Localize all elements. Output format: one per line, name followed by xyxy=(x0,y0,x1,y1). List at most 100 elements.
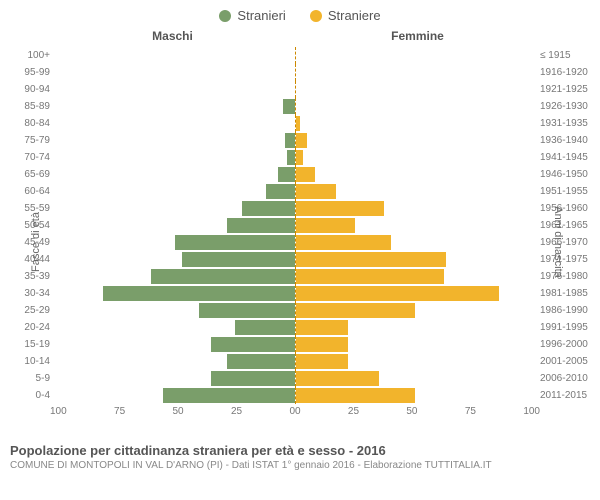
age-label: 45-49 xyxy=(0,237,55,248)
age-label: 30-34 xyxy=(0,288,55,299)
header-male: Maschi xyxy=(0,29,295,43)
age-label: 85-89 xyxy=(0,101,55,112)
bar-male xyxy=(283,99,295,114)
male-half xyxy=(55,370,296,387)
bar-male xyxy=(163,388,295,403)
pyramid-row: 0-42011-2015 xyxy=(0,387,600,404)
birth-label: 1946-1950 xyxy=(535,169,600,180)
female-half xyxy=(296,319,536,336)
birth-label: 1941-1945 xyxy=(535,152,600,163)
age-label: 95-99 xyxy=(0,67,55,78)
male-half xyxy=(55,234,296,251)
x-tick: 100 xyxy=(50,406,67,417)
male-half xyxy=(55,47,296,64)
pyramid-row: 75-791936-1940 xyxy=(0,132,600,149)
female-half xyxy=(296,98,536,115)
male-half xyxy=(55,336,296,353)
female-half xyxy=(296,353,536,370)
female-half xyxy=(296,234,536,251)
bar-female xyxy=(296,269,444,284)
male-half xyxy=(55,217,296,234)
female-half xyxy=(296,302,536,319)
male-half xyxy=(55,149,296,166)
age-label: 65-69 xyxy=(0,169,55,180)
bar-male xyxy=(227,218,294,233)
age-label: 55-59 xyxy=(0,203,55,214)
male-half xyxy=(55,268,296,285)
birth-label: 1981-1985 xyxy=(535,288,600,299)
y-axis-right-label: Anni di nascita xyxy=(552,206,564,278)
header-female: Femmine xyxy=(295,29,600,43)
female-half xyxy=(296,370,536,387)
age-label: 60-64 xyxy=(0,186,55,197)
swatch-female xyxy=(310,10,322,22)
bar-female xyxy=(296,388,416,403)
pyramid-row: 45-49 1966-1970 xyxy=(0,234,600,251)
male-half xyxy=(55,319,296,336)
male-half xyxy=(55,353,296,370)
footer: Popolazione per cittadinanza straniera p… xyxy=(0,437,600,471)
x-tick: 75 xyxy=(114,406,125,417)
age-label: 70-74 xyxy=(0,152,55,163)
pyramid-row: 80-841931-1935 xyxy=(0,115,600,132)
bar-male xyxy=(278,167,295,182)
bar-male xyxy=(235,320,295,335)
age-label: 35-39 xyxy=(0,271,55,282)
bar-male xyxy=(266,184,295,199)
age-label: 90-94 xyxy=(0,84,55,95)
legend-female-label: Straniere xyxy=(328,8,381,23)
chart-title: Popolazione per cittadinanza straniera p… xyxy=(10,443,590,458)
pyramid-row: 60-641951-1955 xyxy=(0,183,600,200)
chart-subtitle: COMUNE DI MONTOPOLI IN VAL D'ARNO (PI) -… xyxy=(10,460,590,471)
pyramid-row: 65-69 1946-1950 xyxy=(0,166,600,183)
swatch-male xyxy=(219,10,231,22)
female-half xyxy=(296,285,536,302)
female-half xyxy=(296,166,536,183)
pyramid-row: 20-241991-1995 xyxy=(0,319,600,336)
birth-label: 1926-1930 xyxy=(535,101,600,112)
female-half xyxy=(296,64,536,81)
age-label: 80-84 xyxy=(0,118,55,129)
bar-female xyxy=(296,320,349,335)
x-tick: 25 xyxy=(348,406,359,417)
x-tick: 75 xyxy=(465,406,476,417)
column-headers: Maschi Femmine xyxy=(0,29,600,43)
female-half xyxy=(296,251,536,268)
bar-female xyxy=(296,218,356,233)
bar-male xyxy=(199,303,295,318)
pyramid-row: 25-291986-1990 xyxy=(0,302,600,319)
x-tick: 50 xyxy=(173,406,184,417)
male-half xyxy=(55,115,296,132)
male-half xyxy=(55,132,296,149)
x-axis: 1007550250 0255075100 xyxy=(0,406,600,417)
age-label: 50-54 xyxy=(0,220,55,231)
bar-female xyxy=(296,303,416,318)
bar-male xyxy=(285,133,295,148)
female-half xyxy=(296,387,536,404)
female-half xyxy=(296,81,536,98)
male-half xyxy=(55,81,296,98)
x-tick: 25 xyxy=(231,406,242,417)
male-half xyxy=(55,251,296,268)
bar-male xyxy=(175,235,295,250)
bar-male xyxy=(211,337,295,352)
age-label: 25-29 xyxy=(0,305,55,316)
bar-female xyxy=(296,252,447,267)
birth-label: 1916-1920 xyxy=(535,67,600,78)
male-half xyxy=(55,302,296,319)
bar-female xyxy=(296,184,337,199)
birth-label: 1966-1970 xyxy=(535,237,600,248)
age-label: 10-14 xyxy=(0,356,55,367)
male-half xyxy=(55,166,296,183)
x-tick: 0 xyxy=(295,406,301,417)
birth-label: 1961-1965 xyxy=(535,220,600,231)
x-ticks-left: 1007550250 xyxy=(50,406,295,417)
legend-male: Stranieri xyxy=(219,8,285,23)
bar-female xyxy=(296,354,349,369)
female-half xyxy=(296,132,536,149)
pyramid-chart: Fasce di età Anni di nascita 100+≤ 19159… xyxy=(0,47,600,437)
y-axis-left-label: Fasce di età xyxy=(30,212,42,272)
birth-label: 1976-1980 xyxy=(535,271,600,282)
age-label: 5-9 xyxy=(0,373,55,384)
birth-label: 1991-1995 xyxy=(535,322,600,333)
